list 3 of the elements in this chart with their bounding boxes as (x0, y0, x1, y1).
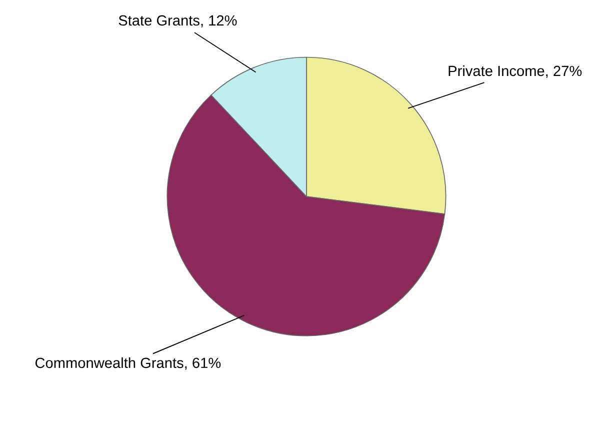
slice-label: State Grants, 12% (118, 15, 237, 28)
slice-label: Private Income, 27% (448, 65, 582, 78)
slice-label: Commonwealth Grants, 61% (35, 357, 221, 370)
